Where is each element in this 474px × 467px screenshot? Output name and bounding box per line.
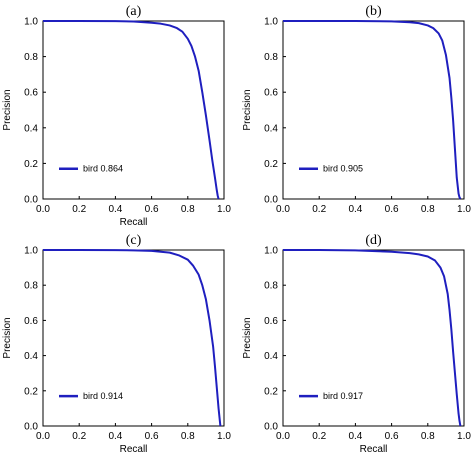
x-tick-label: 0.8 (421, 431, 435, 442)
panel-label: (c) (126, 233, 142, 248)
x-tick-label: 1.0 (457, 431, 471, 442)
panel-label: (a) (126, 4, 142, 19)
legend-label: bird 0.864 (83, 164, 123, 174)
plot-frame (42, 20, 225, 200)
series-line (43, 20, 220, 200)
series-line (43, 249, 222, 427)
chart-panel-4: (d) 0.0 0.2 0.4 0.6 0.8 1.0 0.0 0.2 0.4 0.6 0.8 1.0 R… (242, 233, 471, 455)
plot-frame (42, 249, 225, 427)
x-tick-label: 0.2 (312, 431, 326, 442)
chart-panel-1: (a) 0.0 0.2 0.4 0.6 0.8 1.0 0.0 0.2 0.4 0.6 0.8 1.0 R… (2, 4, 231, 228)
x-tick-label: 0.6 (145, 431, 159, 442)
legend-label: bird 0.914 (83, 391, 123, 401)
y-tick-label: 1.0 (264, 246, 278, 257)
x-tick-label: 0.4 (348, 204, 362, 215)
x-tick-label: 0.6 (385, 204, 399, 215)
x-tick-label: 0.0 (276, 431, 290, 442)
plot-frame (282, 249, 465, 427)
x-tick-label: 0.4 (108, 431, 122, 442)
x-tick-label: 1.0 (217, 431, 231, 442)
y-tick-label: 1.0 (264, 17, 278, 28)
x-tick-label: 0.0 (36, 431, 50, 442)
x-tick-label: 1.0 (217, 204, 231, 215)
legend-label: bird 0.905 (323, 164, 363, 174)
y-tick-label: 0.0 (264, 422, 278, 433)
plot-frame (282, 20, 465, 200)
x-tick-label: 0.0 (276, 204, 290, 215)
x-tick-label: 0.6 (145, 204, 159, 215)
y-tick-label: 0.2 (24, 159, 38, 170)
y-tick-label: 0.8 (24, 52, 38, 63)
y-tick-label: 0.4 (24, 123, 38, 134)
x-axis-label: Recall (360, 444, 388, 455)
x-tick-label: 0.8 (421, 204, 435, 215)
y-tick-label: 0.6 (264, 316, 278, 327)
y-tick-label: 0.0 (24, 422, 38, 433)
y-axis-label: Precision (242, 89, 253, 130)
y-tick-label: 1.0 (24, 17, 38, 28)
y-tick-label: 0.8 (24, 281, 38, 292)
chart-panel-2: (b) 0.0 0.2 0.4 0.6 0.8 1.0 0.0 0.2 0.4 0.6 0.8 1.0 P… (242, 4, 471, 215)
y-tick-label: 0.8 (264, 281, 278, 292)
chart-panel-3: (c) 0.0 0.2 0.4 0.6 0.8 1.0 0.0 0.2 0.4 0.6 0.8 1.0 R… (2, 233, 231, 455)
y-tick-label: 0.6 (24, 316, 38, 327)
x-tick-label: 0.2 (72, 204, 86, 215)
x-axis-label: Recall (120, 217, 148, 228)
x-tick-label: 0.2 (72, 431, 86, 442)
x-tick-label: 0.8 (181, 204, 195, 215)
y-tick-label: 0.0 (24, 195, 38, 206)
y-tick-label: 0.2 (264, 386, 278, 397)
x-axis-label: Recall (120, 444, 148, 455)
x-tick-label: 0.6 (385, 431, 399, 442)
y-tick-label: 0.0 (264, 195, 278, 206)
x-tick-label: 0.8 (181, 431, 195, 442)
series-line (283, 249, 462, 427)
x-tick-label: 0.2 (312, 204, 326, 215)
y-tick-label: 0.4 (264, 123, 278, 134)
legend-label: bird 0.917 (323, 391, 363, 401)
y-axis-label: Precision (242, 317, 253, 358)
x-tick-label: 0.4 (348, 431, 362, 442)
x-tick-label: 1.0 (457, 204, 471, 215)
x-tick-label: 0.4 (108, 204, 122, 215)
y-tick-label: 0.2 (24, 386, 38, 397)
y-tick-label: 0.6 (24, 88, 38, 99)
y-axis-label: Precision (2, 89, 13, 130)
y-tick-label: 0.8 (264, 52, 278, 63)
panel-label: (d) (365, 233, 382, 248)
panel-label: (b) (365, 4, 382, 19)
y-tick-label: 0.2 (264, 159, 278, 170)
y-tick-label: 0.6 (264, 88, 278, 99)
y-tick-label: 0.4 (264, 351, 278, 362)
y-tick-label: 0.4 (24, 351, 38, 362)
series-line (283, 20, 462, 200)
x-tick-label: 0.0 (36, 204, 50, 215)
y-axis-label: Precision (2, 317, 13, 358)
y-tick-label: 1.0 (24, 246, 38, 257)
